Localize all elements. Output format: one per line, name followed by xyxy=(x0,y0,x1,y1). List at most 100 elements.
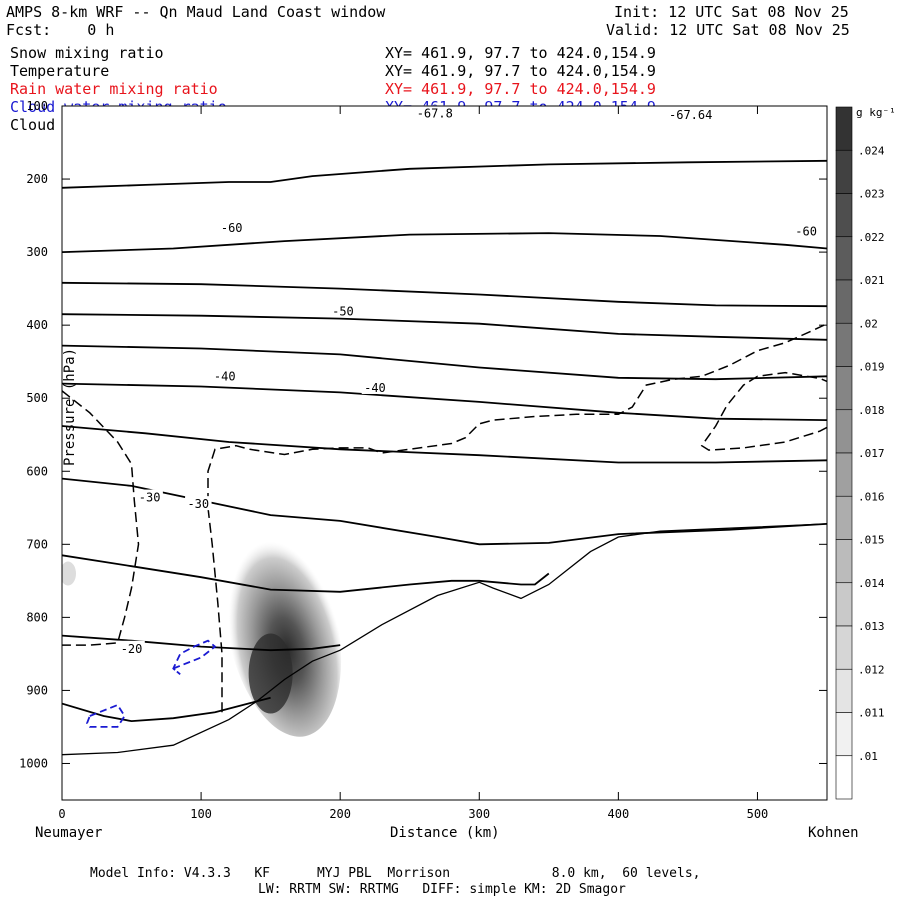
temp-label-bg xyxy=(792,223,820,238)
y-tick-label: 600 xyxy=(26,464,48,478)
colorbar-swatch xyxy=(835,452,853,497)
cloud-ice-contour xyxy=(62,390,140,646)
y-tick-label: 300 xyxy=(26,245,48,259)
isotherm-line xyxy=(62,554,550,593)
temp-label-bg xyxy=(185,496,212,511)
y-tick-label: 1000 xyxy=(19,756,48,770)
colorbar-label: .017 xyxy=(858,447,885,460)
colorbar-label: .021 xyxy=(858,274,885,287)
y-tick-label: 200 xyxy=(26,172,48,186)
x-right-station-label: Kohnen xyxy=(808,825,859,841)
x-tick-label: 400 xyxy=(608,807,630,821)
y-tick-label: 800 xyxy=(26,610,48,624)
colorbar-label: .013 xyxy=(858,620,885,633)
model-info-line1: Model Info: V4.3.3 KF MYJ PBL Morrison 8… xyxy=(90,866,701,881)
colorbar-swatch xyxy=(835,668,853,713)
isotherm-line xyxy=(62,696,271,723)
isotherm-line xyxy=(62,634,341,652)
temp-label-bg xyxy=(361,379,389,394)
init-time: Init: 12 UTC Sat 08 Nov 25 xyxy=(614,3,849,21)
cloud-ice-contour xyxy=(207,323,827,713)
isotherm-line xyxy=(62,382,827,421)
isotherm-line xyxy=(62,344,827,381)
isotherm-line xyxy=(62,425,827,464)
isotherm-line xyxy=(62,232,827,253)
colorbar-label: .022 xyxy=(858,231,885,244)
colorbar-swatch xyxy=(835,582,853,627)
y-tick-label: 500 xyxy=(26,391,48,405)
temp-label-bg xyxy=(414,105,456,120)
model-info-line2: LW: RRTM SW: RRTMG DIFF: simple KM: 2D S… xyxy=(258,882,626,897)
colorbar-swatch xyxy=(835,149,853,194)
colorbar-label: .019 xyxy=(858,361,885,374)
temp-label-bg xyxy=(211,368,238,383)
temp-label-bg xyxy=(118,640,145,655)
isotherm-line xyxy=(62,477,827,546)
variable-xy: XY= 461.9, 97.7 to 424.0,154.9 xyxy=(385,80,656,98)
x-tick-label: 300 xyxy=(468,807,490,821)
variable-name: Snow mixing ratio xyxy=(10,44,164,62)
x-left-station-label: Neumayer xyxy=(35,825,102,841)
variable-name: Temperature xyxy=(10,62,110,80)
temperature-label: -20 xyxy=(121,642,143,656)
variable-row: Rain water mixing ratio XY= 461.9, 97.7 t… xyxy=(10,80,710,98)
y-tick-label: 700 xyxy=(26,537,48,551)
colorbar-swatch xyxy=(835,409,853,454)
cloud-water-contour xyxy=(85,703,126,728)
x-tick-label: 500 xyxy=(747,807,769,821)
colorbar-swatch xyxy=(835,193,853,238)
colorbar-swatch xyxy=(835,366,853,411)
snow-shading-small xyxy=(62,561,76,586)
isotherm-line xyxy=(62,281,827,308)
colorbar-unit: g kg⁻¹ xyxy=(856,106,896,119)
colorbar-label: .018 xyxy=(858,404,885,417)
colorbar-swatch xyxy=(835,236,853,281)
variable-row: Temperature XY= 461.9, 97.7 to 424.0,154.… xyxy=(10,62,710,80)
y-tick-label: 400 xyxy=(26,318,48,332)
snow-maximum xyxy=(248,633,293,714)
temperature-label: -30 xyxy=(187,497,209,511)
temperature-label: -67.8 xyxy=(417,106,453,120)
variable-name: Rain water mixing ratio xyxy=(10,80,218,98)
temperature-label: -40 xyxy=(364,381,386,395)
temperature-label: -67.64 xyxy=(669,108,712,122)
x-tick-label: 200 xyxy=(329,807,351,821)
temperature-label: -50 xyxy=(332,304,354,318)
terrain-line xyxy=(62,523,827,756)
colorbar-label: .01 xyxy=(858,750,878,763)
temperature-label: -40 xyxy=(214,369,236,383)
forecast-hour: Fcst: 0 h xyxy=(6,21,115,39)
temp-label-bg xyxy=(666,106,716,121)
x-axis-label: Distance (km) xyxy=(390,825,500,841)
temp-label-bg xyxy=(136,489,163,504)
colorbar-label: .016 xyxy=(858,490,885,503)
variable-xy: XY= 461.9, 97.7 to 424.0,154.9 xyxy=(385,62,656,80)
isotherm-line xyxy=(62,313,827,341)
y-tick-label: 900 xyxy=(26,683,48,697)
isotherm-line xyxy=(62,159,827,189)
valid-time: Valid: 12 UTC Sat 08 Nov 25 xyxy=(606,21,850,39)
colorbar-label: .011 xyxy=(858,707,885,720)
temperature-label: -60 xyxy=(221,221,243,235)
colorbar-swatch xyxy=(835,539,853,584)
colorbar-swatch xyxy=(835,279,853,324)
y-axis-label: Pressure (hPa) xyxy=(62,348,78,466)
y-tick-label: 100 xyxy=(26,99,48,113)
colorbar-swatch xyxy=(835,755,853,800)
x-tick-label: 100 xyxy=(190,807,212,821)
colorbar-swatch xyxy=(835,322,853,367)
chart-title: AMPS 8-km WRF -- Qn Maud Land Coast wind… xyxy=(6,3,386,21)
variable-row: Snow mixing ratio XY= 461.9, 97.7 to 424.… xyxy=(10,44,710,62)
colorbar-swatch xyxy=(835,106,853,151)
temperature-label: -30 xyxy=(139,491,161,505)
colorbar-label: .014 xyxy=(858,577,885,590)
colorbar-label: .012 xyxy=(858,663,885,676)
temp-label-bg xyxy=(329,303,357,318)
colorbar-label: .023 xyxy=(858,188,885,201)
variable-xy: XY= 461.9, 97.7 to 424.0,154.9 xyxy=(385,44,656,62)
colorbar-swatch xyxy=(835,712,853,757)
colorbar-label: .024 xyxy=(858,144,885,157)
colorbar-label: .02 xyxy=(858,317,878,330)
cloud-water-contour xyxy=(172,639,217,675)
